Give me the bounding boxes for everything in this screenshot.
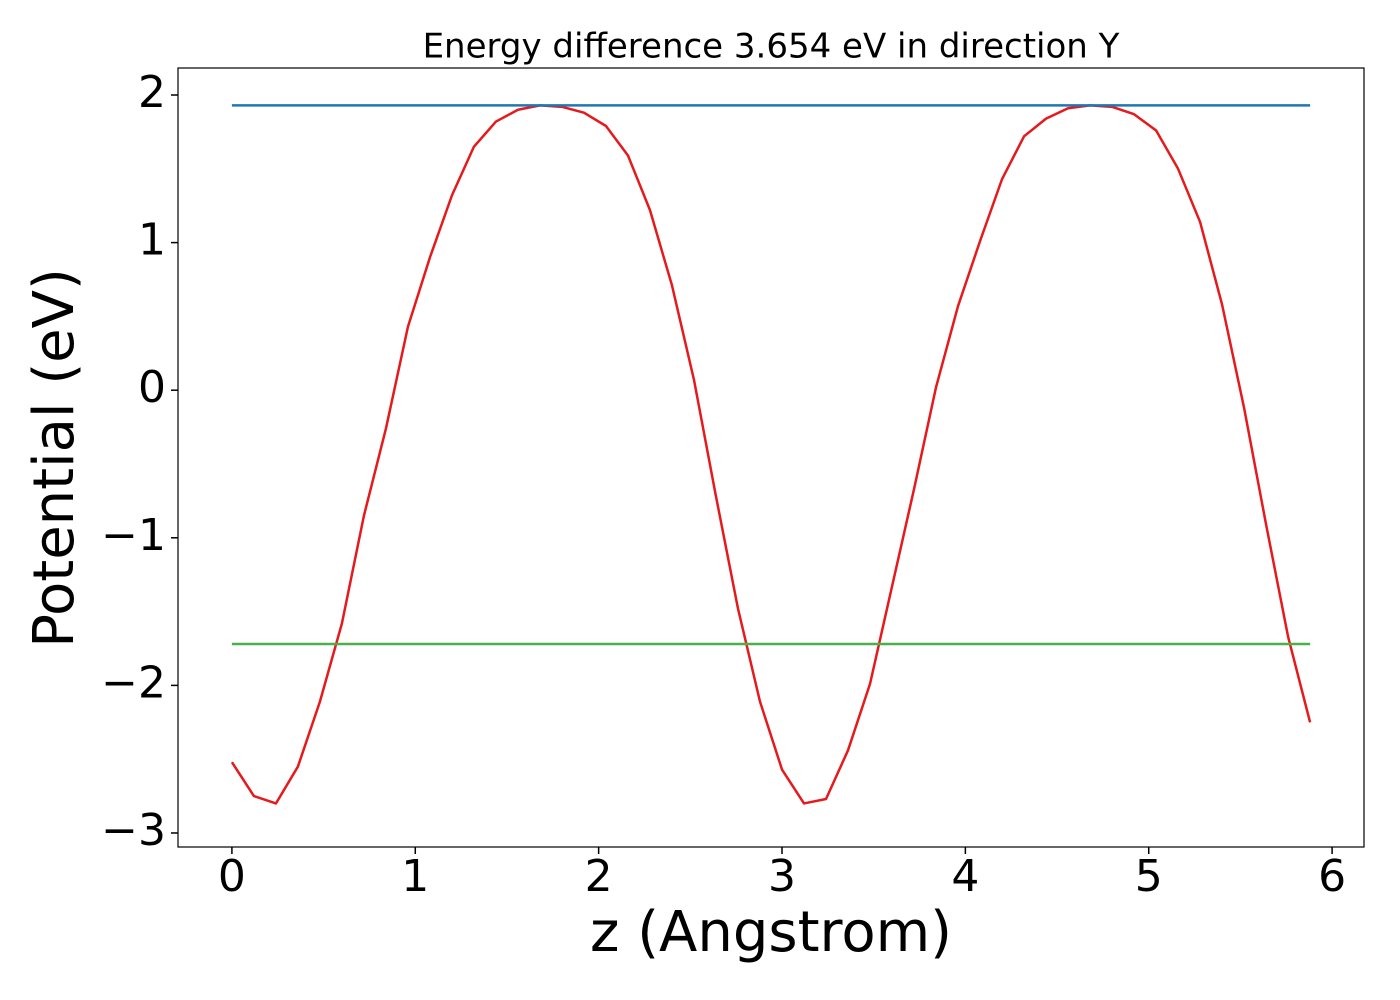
x-tick-label: 3 xyxy=(768,851,796,902)
y-tick-label: 0 xyxy=(138,362,166,413)
x-tick-label: 5 xyxy=(1135,851,1163,902)
y-tick-label: 1 xyxy=(138,215,166,266)
x-axis-label: z (Angstrom) xyxy=(590,900,952,965)
y-tick-label: −2 xyxy=(101,657,166,708)
x-tick-label: 0 xyxy=(218,851,246,902)
x-tick-label: 6 xyxy=(1318,851,1346,902)
x-tick-label: 4 xyxy=(951,851,979,902)
x-tick-label: 1 xyxy=(401,851,429,902)
chart-title: Energy difference 3.654 eV in direction … xyxy=(423,27,1120,67)
y-axis-label: Potential (eV) xyxy=(22,268,87,648)
plot-frame xyxy=(177,67,1365,848)
x-tick-label: 2 xyxy=(585,851,613,902)
y-tick-label: 2 xyxy=(138,67,166,118)
y-tick-label: −3 xyxy=(101,805,166,856)
y-tick-label: −1 xyxy=(101,510,166,561)
line xyxy=(230,104,1312,805)
